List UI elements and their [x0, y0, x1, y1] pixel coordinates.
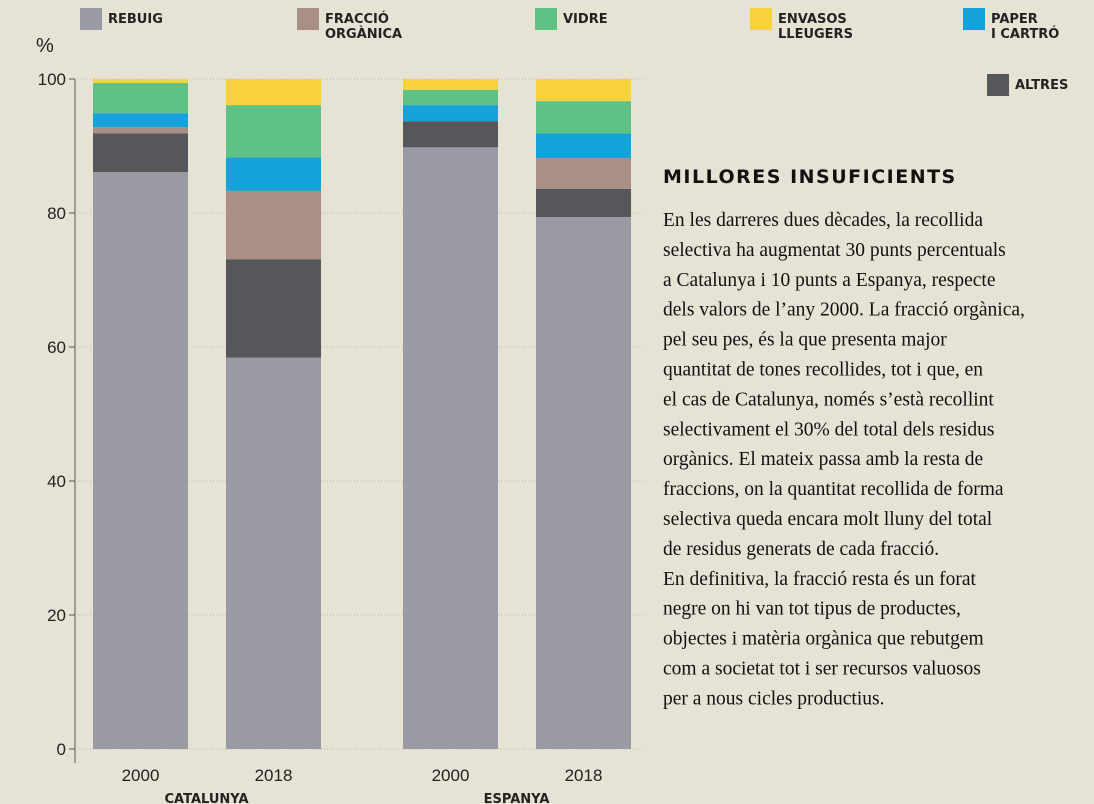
article-line: selectivament el 30% del total dels resi…	[663, 419, 994, 440]
bar-segment	[93, 127, 188, 134]
bar-segment	[403, 121, 498, 148]
y-axis-label: %	[36, 35, 54, 57]
bar-segment	[226, 259, 321, 358]
article-line: En les darreres dues dècades, la recolli…	[663, 210, 983, 231]
legend-label: FRACCIÓ ORGÀNICA	[325, 11, 402, 42]
y-tick-label: 20	[47, 606, 66, 625]
bar-segment	[403, 147, 498, 750]
legend-label: ALTRES	[1015, 78, 1068, 93]
article-line: selectiva ha augmentat 30 punts percentu…	[663, 240, 1006, 261]
article-line: objectes i matèria orgànica que rebutgem	[663, 629, 984, 650]
bar-segment	[536, 158, 631, 189]
x-tick-label: 2000	[122, 766, 160, 785]
bar-segment	[226, 105, 321, 158]
bar-segment	[226, 190, 321, 260]
x-tick-label: 2018	[255, 766, 293, 785]
bar-segment	[226, 357, 321, 749]
legend-swatch	[535, 8, 557, 30]
article-line: el cas de Catalunya, només s’està recoll…	[663, 389, 994, 410]
bar-segment	[536, 79, 631, 102]
bar-segment	[93, 83, 188, 114]
article-line: negre on hi van tot tipus de productes,	[663, 599, 961, 620]
bar-segment	[403, 89, 498, 106]
y-tick-label: 0	[57, 740, 66, 759]
bar-segment	[93, 172, 188, 749]
article-line: quantitat de tones recollides, tot i que…	[663, 360, 983, 381]
legend-label: PAPER I CARTRÓ	[991, 12, 1059, 42]
legend-swatch	[963, 8, 985, 30]
article-line: orgànics. El mateix passa amb la resta d…	[663, 449, 983, 470]
bar-segment	[403, 105, 498, 122]
bar-segment	[536, 101, 631, 134]
article-line: a Catalunya i 10 punts a Espanya, respec…	[663, 270, 995, 291]
article-line: selectiva queda encara molt lluny del to…	[663, 509, 993, 530]
legend-label: REBUIG	[108, 12, 163, 27]
bar-segment	[226, 157, 321, 191]
article-line: per a nous cicles productius.	[663, 688, 884, 709]
group-label: CATALUNYA	[165, 792, 249, 804]
bar-segment	[93, 113, 188, 128]
article-title: MILLORES INSUFICIENTS	[663, 166, 957, 188]
legend-swatch	[987, 74, 1009, 96]
bar-segment	[93, 133, 188, 173]
x-tick-label: 2000	[432, 766, 470, 785]
y-tick-label: 40	[47, 472, 66, 491]
bar-segment	[226, 79, 321, 106]
y-tick-label: 60	[47, 338, 66, 357]
x-tick-label: 2018	[565, 766, 603, 785]
article-line: En definitiva, la fracció resta és un fo…	[663, 569, 977, 590]
y-tick-label: 100	[38, 70, 66, 89]
legend-swatch	[297, 8, 319, 30]
article-line: com a societat tot i ser recursos valuos…	[663, 659, 981, 680]
group-label: ESPANYA	[484, 792, 550, 804]
bar-segment	[536, 133, 631, 159]
article-line: fraccions, on la quantitat recollida de …	[663, 479, 1004, 500]
legend-swatch	[750, 8, 772, 30]
article-line: dels valors de l’any 2000. La fracció or…	[663, 300, 1025, 321]
legend-swatch	[80, 8, 102, 30]
article-line: de residus generats de cada fracció.	[663, 539, 939, 560]
y-tick-label: 80	[47, 204, 66, 223]
bar-segment	[403, 79, 498, 90]
bar-segment	[93, 79, 188, 84]
legend-label: VIDRE	[563, 12, 608, 27]
bar-segment	[536, 217, 631, 749]
bar-segment	[536, 188, 631, 218]
legend-label: ENVASOS LLEUGERS	[778, 12, 853, 42]
article-line: pel seu pes, és la que presenta major	[663, 330, 947, 351]
